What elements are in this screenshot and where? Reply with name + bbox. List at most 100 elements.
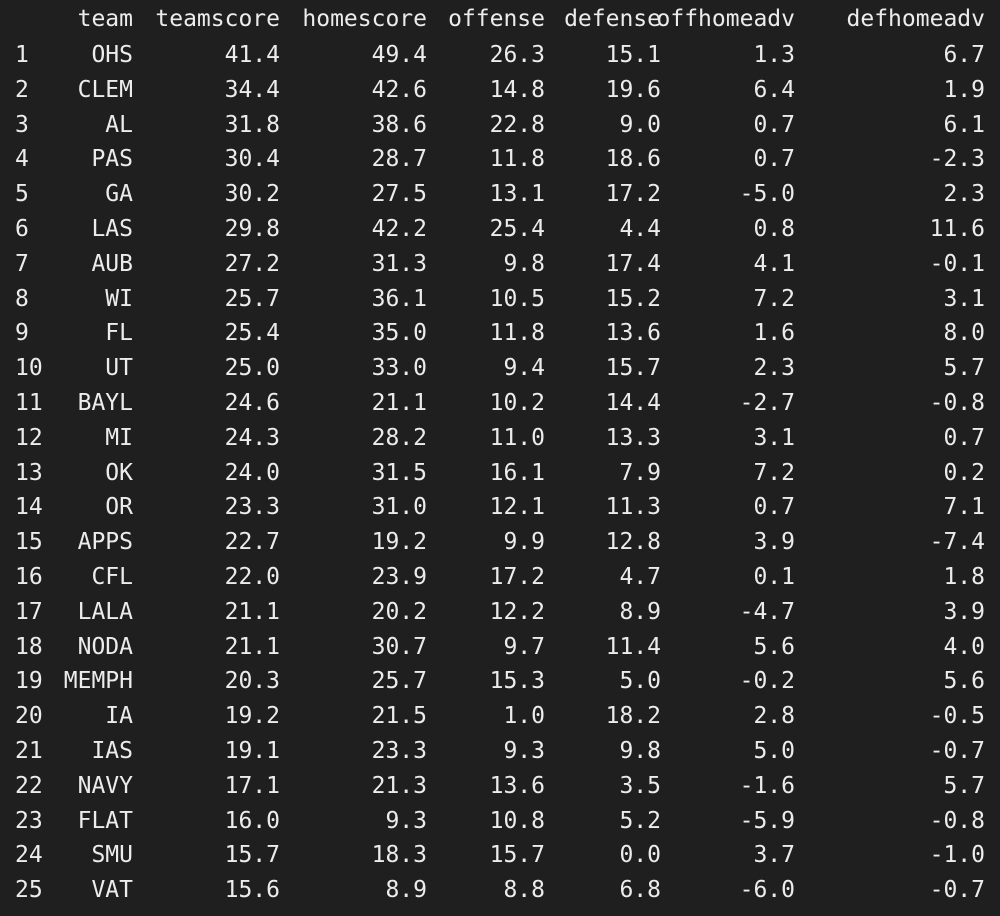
table-cell: -0.1: [929, 250, 985, 277]
table-cell: 23.3: [371, 738, 427, 764]
table-cell: 15.7: [605, 355, 661, 382]
table-cell: 17.4: [605, 250, 661, 277]
table-cell: -7.4: [929, 529, 985, 556]
table-cell: -2.3: [929, 146, 985, 173]
table-cell: -5.9: [739, 807, 795, 834]
table-cell: 5.6: [753, 633, 795, 660]
table-cell: 3.9: [943, 598, 985, 625]
row-index: 5: [15, 181, 29, 208]
table-cell: PAS: [91, 146, 133, 173]
table-cell: 19.2: [224, 703, 280, 730]
table-cell: 12.8: [605, 529, 661, 556]
table-cell: -0.2: [739, 668, 795, 695]
table-cell: 7.1: [943, 494, 985, 521]
table-cell: 13.6: [489, 772, 545, 799]
table-cell: 22.0: [224, 564, 280, 590]
table-cell: 18.2: [605, 703, 661, 730]
table-cell: 9.8: [503, 250, 545, 277]
table-cell: 19.1: [224, 738, 280, 764]
table-cell: 0.7: [753, 111, 795, 138]
table-cell: 35.0: [371, 320, 427, 347]
table-cell: CFL: [91, 564, 133, 590]
table-cell: UT: [105, 355, 133, 382]
table-cell: 31.5: [371, 459, 427, 486]
row-index: 2: [15, 76, 29, 103]
table-cell: 15.2: [605, 285, 661, 312]
table-cell: 9.8: [619, 738, 661, 764]
table-cell: 5.7: [943, 772, 985, 799]
column-header: defense: [564, 6, 661, 32]
table-cell: NAVY: [77, 772, 133, 799]
table-cell: 0.0: [619, 842, 661, 869]
table-cell: 29.8: [224, 216, 280, 242]
row-index: 14: [15, 494, 43, 521]
table-cell: 11.3: [605, 494, 661, 521]
table-cell: 14.4: [605, 390, 661, 416]
table-cell: 9.3: [385, 807, 427, 834]
table-cell: 1.8: [943, 564, 985, 590]
table-cell: 9.9: [503, 529, 545, 556]
table-cell: 13.3: [605, 424, 661, 451]
table-cell: WI: [105, 285, 133, 312]
column-header: offense: [448, 6, 545, 32]
row-index: 12: [15, 424, 43, 451]
table-cell: 0.1: [753, 564, 795, 590]
table-cell: 0.2: [943, 459, 985, 486]
table-cell: 22.8: [489, 111, 545, 138]
table-cell: 25.7: [371, 668, 427, 695]
table-cell: 1.9: [943, 76, 985, 103]
table-cell: 24.6: [224, 390, 280, 416]
table-cell: LALA: [77, 598, 133, 625]
table-cell: CLEM: [77, 76, 133, 103]
table-cell: -2.7: [739, 390, 795, 416]
row-index: 19: [15, 668, 43, 695]
row-index: 8: [15, 285, 29, 312]
table-cell: 34.4: [224, 76, 280, 103]
table-cell: 15.3: [489, 668, 545, 695]
table-cell: 41.4: [224, 42, 280, 68]
table-cell: VAT: [91, 877, 133, 904]
table-cell: 8.9: [619, 598, 661, 625]
table-cell: 18.3: [371, 842, 427, 869]
table-cell: 14.8: [489, 76, 545, 103]
table-cell: NODA: [77, 633, 133, 660]
table-cell: 11.0: [489, 424, 545, 451]
table-cell: 25.4: [224, 320, 280, 347]
table-cell: -4.7: [739, 598, 795, 625]
table-cell: 21.1: [224, 633, 280, 660]
table-cell: 10.8: [489, 807, 545, 834]
table-cell: -0.7: [929, 738, 985, 764]
table-cell: 33.0: [371, 355, 427, 382]
row-index: 20: [15, 703, 43, 730]
table-cell: GA: [105, 181, 133, 208]
table-cell: 23.9: [371, 564, 427, 590]
row-index: 15: [15, 529, 43, 556]
table-cell: 23.3: [224, 494, 280, 521]
table-cell: LAS: [91, 216, 133, 242]
table-cell: APPS: [77, 529, 133, 556]
table-cell: 21.5: [371, 703, 427, 730]
table-cell: -0.5: [929, 703, 985, 730]
table-cell: 24.0: [224, 459, 280, 486]
row-index: 18: [15, 633, 43, 660]
table-cell: 17.1: [224, 772, 280, 799]
row-index: 10: [15, 355, 43, 382]
table-cell: 13.1: [489, 181, 545, 208]
table-cell: -1.0: [929, 842, 985, 869]
table-cell: 9.3: [503, 738, 545, 764]
table-cell: 21.1: [224, 598, 280, 625]
table-cell: IAS: [91, 738, 133, 764]
table-cell: 1.3: [753, 42, 795, 68]
table-cell: 6.4: [753, 76, 795, 103]
table-cell: 24.3: [224, 424, 280, 451]
table-cell: 49.4: [371, 42, 427, 68]
row-index: 9: [15, 320, 29, 347]
table-cell: 5.0: [619, 668, 661, 695]
table-cell: 17.2: [489, 564, 545, 590]
table-cell: -1.6: [739, 772, 795, 799]
row-index: 3: [15, 111, 29, 138]
table-cell: 42.2: [371, 216, 427, 242]
table-cell: 4.0: [943, 633, 985, 660]
table-cell: OR: [105, 494, 133, 521]
